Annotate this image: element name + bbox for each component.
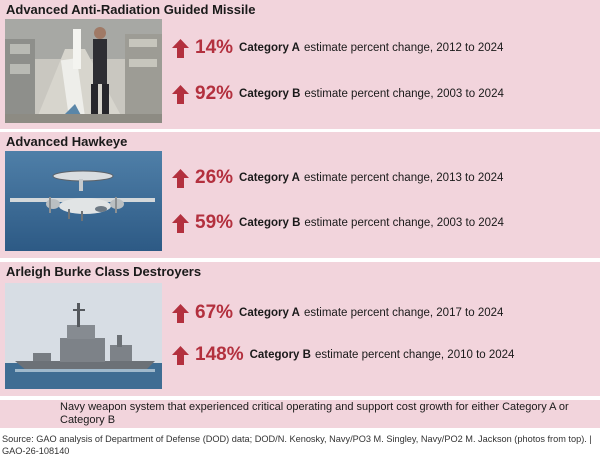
stat-description: estimate percent change, 2012 to 2024 xyxy=(303,42,504,54)
missile-panel: Advanced Anti-Radiation Guided Missile 1… xyxy=(0,0,600,129)
percent-change: 59% xyxy=(195,212,234,233)
percent-change: 67% xyxy=(195,302,234,323)
category-label: Category A xyxy=(239,172,300,184)
stat-description: estimate percent change, 2017 to 2024 xyxy=(303,307,504,319)
arrow-up-icon xyxy=(172,213,189,233)
category-label: Category A xyxy=(239,307,300,319)
aircraft-panel: Advanced Hawkeye 26% Category xyxy=(0,132,600,258)
aircraft-photo xyxy=(5,151,162,251)
stat-row: 67% Category A estimate percent change, … xyxy=(172,299,503,327)
missile-photo xyxy=(5,19,162,123)
arrow-up-icon xyxy=(172,38,189,58)
arrow-up-icon xyxy=(172,84,189,104)
arrow-up-icon xyxy=(172,168,189,188)
legend-text: Navy weapon system that experienced crit… xyxy=(60,401,569,426)
stat-row: 26% Category A estimate percent change, … xyxy=(172,164,503,192)
percent-change: 92% xyxy=(195,83,234,104)
panel-title: Advanced Hawkeye xyxy=(6,134,128,149)
stat-row: 148% Category B estimate percent change,… xyxy=(172,341,514,369)
destroyer-photo xyxy=(5,283,162,389)
destroyer-panel: Arleigh Burke Class Destroyers 67% Categ… xyxy=(0,262,600,396)
category-label: Category A xyxy=(239,42,300,54)
panel-title: Advanced Anti-Radiation Guided Missile xyxy=(6,2,256,17)
stat-description: estimate percent change, 2013 to 2024 xyxy=(303,172,504,184)
category-label: Category B xyxy=(239,217,301,229)
stat-description: estimate percent change, 2003 to 2024 xyxy=(304,88,504,100)
stat-row: 14% Category A estimate percent change, … xyxy=(172,34,503,62)
stat-description: estimate percent change, 2003 to 2024 xyxy=(304,217,504,229)
percent-change: 26% xyxy=(195,167,234,188)
percent-change: 148% xyxy=(195,344,244,365)
panel-title: Arleigh Burke Class Destroyers xyxy=(6,264,202,279)
category-label: Category B xyxy=(239,88,301,100)
source-note: Source: GAO analysis of Department of De… xyxy=(2,434,592,456)
arrow-up-icon xyxy=(172,345,189,365)
category-label: Category B xyxy=(249,349,311,361)
stat-row: 59% Category B estimate percent change, … xyxy=(172,209,504,237)
legend-swatch xyxy=(0,400,600,428)
percent-change: 14% xyxy=(195,37,234,58)
stat-row: 92% Category B estimate percent change, … xyxy=(172,80,504,108)
stat-description: estimate percent change, 2010 to 2024 xyxy=(314,349,515,361)
arrow-up-icon xyxy=(172,303,189,323)
